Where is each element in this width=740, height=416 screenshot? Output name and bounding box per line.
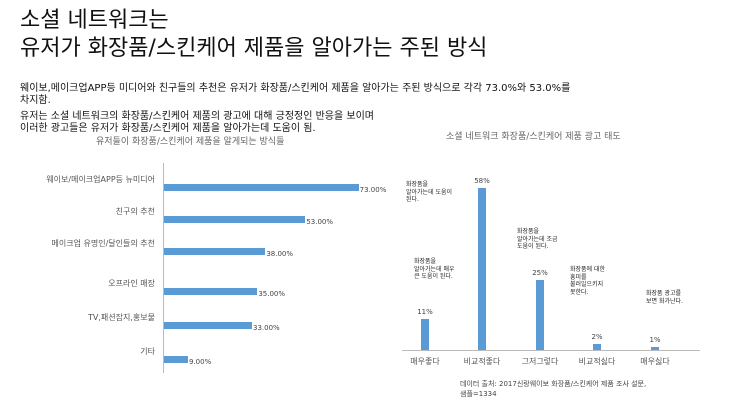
- bar: [593, 344, 601, 350]
- bar-annotation: 화장품을 알아가는데 조금 도움이 된다.: [517, 228, 558, 251]
- bar-annotation: 화장품 광고를 보면 화가난다.: [646, 290, 683, 305]
- annotation-line: 알아가는데 매우: [414, 265, 455, 273]
- left-chart-title: 유저들이 화장품/스킨케어 제품을 알게되는 방식들: [96, 137, 285, 147]
- annotation-line: 보면 화가난다.: [646, 297, 683, 305]
- description-paragraph-2: 유저는 소셜 네트워크의 화장품/스킨케어 제품의 광고에 대해 긍정정인 반응…: [20, 111, 660, 134]
- annotation-line: 된다.: [406, 196, 419, 203]
- annotation-line: 흥미를: [570, 273, 587, 281]
- bar: [164, 248, 266, 255]
- annotation-line: 화장품에 대한: [570, 266, 606, 273]
- bar-value-label: 35.00%: [258, 290, 286, 298]
- source-line: 샘플=1334: [460, 390, 497, 398]
- description-paragraph-1: 웨이보,메이크업APP등 미디어와 친구들의 추천은 유저가 화장품/스킨케어 …: [20, 83, 660, 106]
- annotation-line: 알아가는데 도움이: [406, 188, 453, 196]
- page-subtitle: 유저가 화장품/스킨케어 제품을 알아가는 주된 방식: [20, 36, 488, 61]
- description-line: 이러한 광고들은 유저가 화장품/스킨케어 제품을 알아가는데 도움이 됨.: [20, 122, 316, 134]
- x-tick-label: 그저그렇다: [521, 357, 559, 366]
- bar: [536, 280, 544, 350]
- bar-category-label: 오프라인 매장: [108, 279, 155, 288]
- data-source: 데이터 출처: 2017신랑웨이보 화장품/스킨케어 제품 조사 설문, 샘플=…: [460, 379, 646, 399]
- annotation-line: 화장품 광고를: [646, 290, 682, 297]
- annotation-line: 알아가는데 조금: [517, 235, 558, 243]
- bar-annotation: 화장품을 알아가는데 도움이 된다.: [406, 181, 452, 204]
- bar: [164, 184, 359, 191]
- description-line: 웨이보,메이크업APP등 미디어와 친구들의 추천은 유저가 화장품/스킨케어 …: [20, 83, 571, 94]
- left-chart-axis: [163, 163, 164, 373]
- right-chart-baseline: [402, 350, 700, 351]
- bar-category-label: TV,패션잡지,홍보물: [88, 313, 155, 322]
- x-tick-label: 비교적좋다: [463, 357, 501, 366]
- bar-value-label: 73.00%: [359, 186, 387, 194]
- page-title: 소셜 네트워크는: [20, 8, 169, 33]
- description-line: 차지함.: [20, 94, 51, 106]
- bar-annotation: 화장품을 알아가는데 매우 큰 도움이 된다.: [414, 258, 455, 281]
- bar: [651, 347, 659, 350]
- annotation-line: 불러일으키지: [570, 281, 604, 288]
- bar: [164, 288, 258, 295]
- annotation-line: 큰 도움이 된다.: [414, 273, 453, 280]
- bar-value-label: 33.00%: [253, 324, 280, 332]
- x-tick-label: 비교적싫다: [578, 357, 616, 366]
- bar: [164, 322, 252, 329]
- annotation-line: 화장품을: [414, 258, 437, 265]
- bar: [421, 319, 429, 350]
- bar-category-label: 웨이보/메이크업APP등 뉴미디어: [46, 175, 155, 184]
- bar-value-label: 38.00%: [266, 250, 294, 258]
- annotation-line: 못한다.: [570, 288, 589, 296]
- bar: [164, 356, 188, 363]
- bar: [478, 187, 486, 350]
- bar-value-label: 9.00%: [189, 358, 212, 366]
- bar-value-label: 53.00%: [306, 218, 334, 226]
- bar-category-label: 친구의 추천: [115, 207, 155, 216]
- bar: [164, 216, 306, 223]
- annotation-line: 도움이 된다.: [517, 243, 549, 250]
- bar-category-label: 메이크업 유명인/달인들의 추천: [51, 239, 155, 248]
- source-line: 데이터 출처: 2017신랑웨이보 화장품/스킨케어 제품 조사 설문,: [460, 380, 647, 388]
- annotation-line: 화장품을: [517, 228, 540, 235]
- bar-value-label: 11%: [417, 308, 433, 317]
- x-tick-label: 매우좋다: [410, 357, 440, 366]
- right-chart-title: 소셜 네트워크 화장품/스킨케어 제품 광고 태도: [446, 132, 621, 142]
- bar-value-label: 25%: [532, 269, 548, 277]
- bar-category-label: 기타: [140, 347, 155, 356]
- bar-value-label: 1%: [649, 336, 661, 345]
- bar-annotation: 화장품에 대한 흥미를 불러일으키지 못한다.: [570, 266, 605, 296]
- description-line: 유저는 소셜 네트워크의 화장품/스킨케어 제품의 광고에 대해 긍정정인 반응…: [20, 111, 374, 122]
- bar-value-label: 2%: [591, 333, 603, 342]
- annotation-line: 화장품을: [406, 181, 429, 188]
- x-tick-label: 매우싫다: [640, 357, 670, 366]
- bar-value-label: 58%: [474, 176, 490, 185]
